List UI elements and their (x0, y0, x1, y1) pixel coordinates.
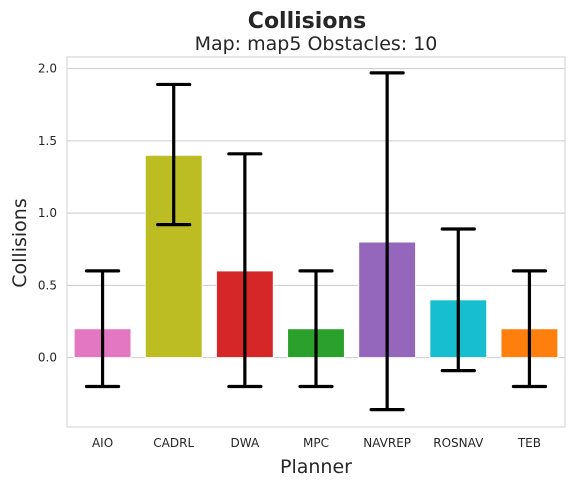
y-tick-label: 2.0 (38, 62, 57, 76)
error-bar-aio (84, 269, 121, 389)
x-tick-label: TEB (517, 436, 541, 450)
y-tick-label: 1.5 (38, 134, 57, 148)
error-bar-rosnav (440, 227, 476, 373)
error-bar-cadrl (156, 82, 192, 227)
x-tick-label: CADRL (153, 436, 194, 450)
chart-subtitle: Map: map5 Obstacles: 10 (195, 33, 438, 55)
error-bar-navrep (369, 71, 405, 412)
error-bar-dwa (227, 152, 263, 389)
bars (73, 154, 559, 359)
error-bar-teb (511, 269, 548, 389)
y-tick-label: 0.0 (38, 351, 57, 365)
y-axis-label: Collisions (9, 198, 31, 287)
x-tick-label: MPC (303, 436, 329, 450)
x-tick-label: NAVREP (363, 436, 411, 450)
chart-title: Collisions (248, 9, 366, 34)
y-tick-label: 0.5 (38, 278, 57, 292)
x-tick-label: AIO (92, 436, 113, 450)
plot-frame (66, 56, 566, 428)
x-tick-label: ROSNAV (433, 436, 484, 450)
y-tick-label: 1.0 (38, 206, 57, 220)
y-axis-ticks: 0.0 0.5 1.0 1.5 2.0 (38, 62, 57, 365)
x-tick-label: DWA (231, 436, 260, 450)
error-bar-mpc (298, 269, 334, 389)
x-axis-label: Planner (280, 456, 352, 478)
bar-cadrl (144, 154, 203, 359)
error-bars (84, 71, 548, 412)
x-axis-ticks: AIO CADRL DWA MPC NAVREP ROSNAV TEB (92, 436, 541, 450)
